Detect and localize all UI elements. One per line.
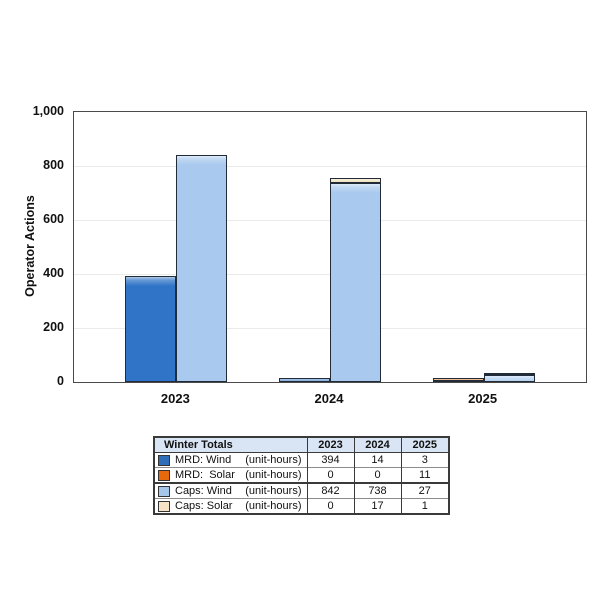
x-tick-label-2023: 2023: [160, 391, 190, 406]
series-label-cell: MRD: Solar (unit-hours): [154, 467, 307, 483]
series-name: MRD: Solar: [175, 469, 235, 481]
gridline: [74, 165, 586, 167]
value-cell: 394: [306, 452, 354, 468]
table-title: Winter Totals: [154, 437, 307, 453]
series-label-cell: Caps: Solar (unit-hours): [154, 498, 307, 514]
bar-segment-caps-wind-2025: [483, 374, 535, 382]
bar-segment-caps-wind-2024: [330, 182, 381, 382]
winter-totals-table: Winter Totals 2023 2024 2025 MRD: Wind (u…: [153, 436, 450, 515]
table-header-2023: 2023: [306, 437, 354, 453]
legend-swatch-icon: [158, 469, 170, 481]
x-tick-label-2024: 2024: [314, 391, 344, 406]
series-unit: (unit-hours): [245, 500, 302, 512]
value-cell: 27: [400, 482, 449, 499]
legend-swatch-icon: [158, 454, 170, 466]
value-cell: 0: [306, 467, 354, 483]
series-label-cell: Caps: Wind (unit-hours): [154, 482, 307, 499]
table-row: MRD: Wind (unit-hours) 394 14 3: [154, 452, 449, 468]
value-cell: 17: [353, 498, 401, 514]
y-tick-label: 800: [43, 158, 64, 172]
table-header-2025: 2025: [400, 437, 449, 453]
value-cell: 738: [353, 482, 401, 499]
series-unit: (unit-hours): [245, 469, 302, 481]
bar-segment-caps-solar-2025: [483, 372, 535, 375]
y-tick-label: 400: [43, 266, 64, 280]
value-cell: 0: [306, 498, 354, 514]
y-tick-label: 0: [57, 374, 64, 388]
legend-swatch-icon: [158, 500, 170, 512]
y-axis-title: Operator Actions: [23, 195, 37, 297]
table-row: MRD: Solar (unit-hours) 0 0 11: [154, 467, 449, 483]
series-name: Caps: Wind: [175, 485, 232, 497]
value-cell: 0: [353, 467, 401, 483]
y-tick-label: 1,000: [32, 104, 64, 118]
value-cell: 842: [306, 482, 354, 499]
legend-swatch-icon: [158, 485, 170, 497]
bar-segment-mrd-wind-2023: [125, 275, 177, 382]
table-header-2024: 2024: [353, 437, 401, 453]
bar-segment-caps-solar-2024: [330, 178, 381, 183]
bar-segment-mrd-solar-2025: [432, 378, 484, 382]
y-tick-label: 600: [43, 212, 64, 226]
value-cell: 1: [400, 498, 449, 514]
plot-area: [73, 111, 587, 383]
x-tick-label-2025: 2025: [468, 391, 498, 406]
series-name: Caps: Solar: [175, 500, 233, 512]
value-cell: 14: [353, 452, 401, 468]
bar-segment-mrd-wind-2024: [279, 378, 330, 382]
table-row: Caps: Wind (unit-hours) 842 738 27: [154, 482, 449, 499]
series-name: MRD: Wind: [175, 454, 232, 466]
value-cell: 11: [400, 467, 449, 483]
table-row: Caps: Solar (unit-hours) 0 17 1: [154, 498, 449, 514]
series-unit: (unit-hours): [245, 485, 302, 497]
y-tick-label: 200: [43, 320, 64, 334]
series-unit: (unit-hours): [245, 454, 302, 466]
value-cell: 3: [400, 452, 449, 468]
bar-segment-caps-wind-2023: [176, 154, 228, 382]
series-label-cell: MRD: Wind (unit-hours): [154, 453, 307, 468]
table-header-row: Winter Totals 2023 2024 2025: [154, 437, 449, 453]
